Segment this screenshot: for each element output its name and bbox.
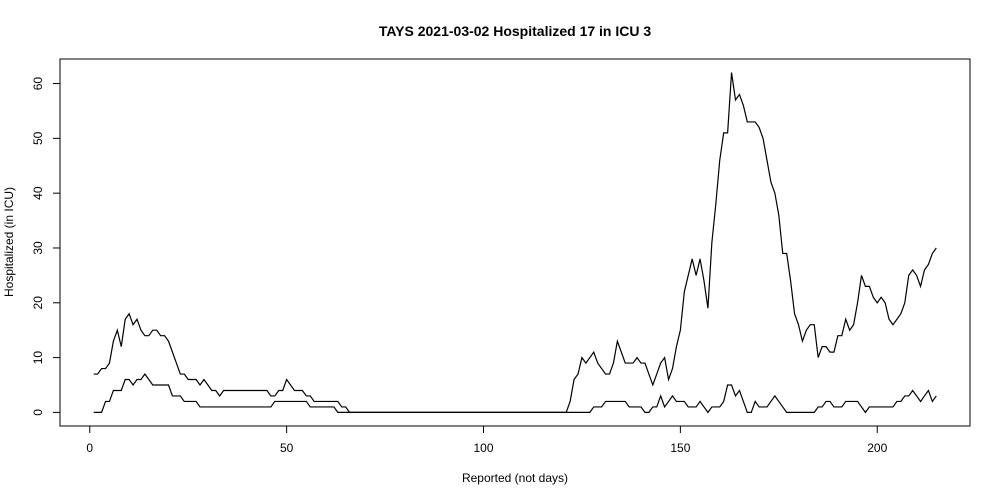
y-tick-label: 30 (31, 241, 45, 255)
x-tick-label: 0 (86, 441, 93, 455)
chart-title: TAYS 2021-03-02 Hospitalized 17 in ICU 3 (379, 23, 652, 39)
x-tick-label: 100 (473, 441, 493, 455)
series-line (93, 373, 937, 414)
y-tick-label: 40 (31, 186, 45, 200)
y-axis-label: Hospitalized (in ICU) (2, 187, 16, 297)
x-tick-label: 150 (670, 441, 690, 455)
x-tick-label: 50 (280, 441, 294, 455)
plot-frame (59, 58, 971, 427)
y-tick-label: 0 (31, 409, 45, 416)
y-tick-label: 50 (31, 131, 45, 145)
y-tick-label: 10 (31, 351, 45, 365)
x-tick-label: 200 (867, 441, 887, 455)
x-axis-label: Reported (not days) (462, 471, 568, 485)
y-tick-label: 60 (31, 77, 45, 91)
y-tick-label: 20 (31, 296, 45, 310)
